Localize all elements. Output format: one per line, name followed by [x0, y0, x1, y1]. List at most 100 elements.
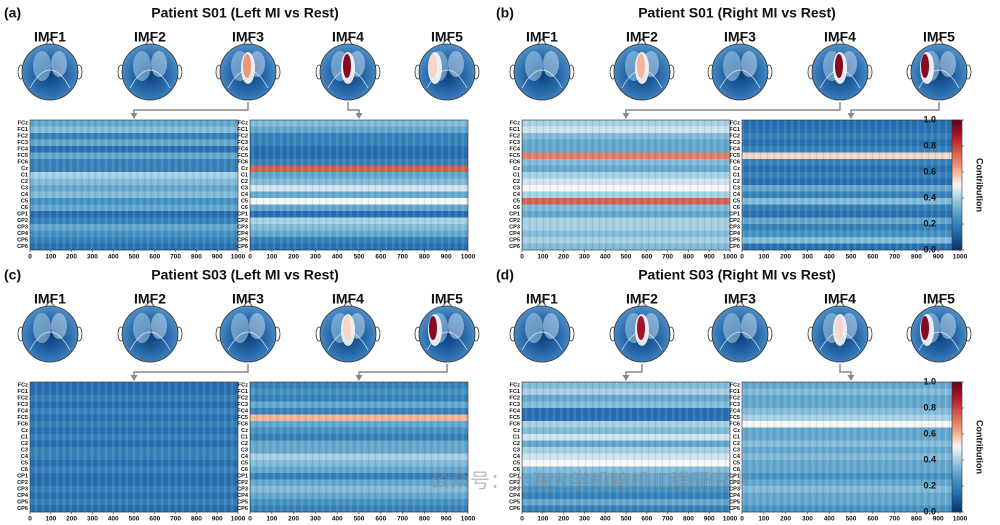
colorbar-cell	[952, 185, 962, 188]
contour	[51, 313, 67, 339]
arrow-head	[355, 375, 363, 381]
x-tick-label: 900	[212, 254, 223, 261]
y-tick-label: C5	[513, 461, 520, 467]
colorbar-cell	[952, 399, 962, 402]
imf-label: IMF1	[34, 29, 66, 45]
x-tick-label: 600	[867, 516, 878, 523]
y-tick-label: FC2	[17, 396, 28, 402]
y-tick-label: CP5	[17, 500, 28, 506]
y-tick-label: FCz	[730, 383, 740, 389]
colorbar-cell	[952, 189, 962, 192]
x-tick-label: 600	[149, 516, 160, 523]
colorbar-cell	[952, 135, 962, 138]
x-tick-label: 500	[846, 516, 857, 523]
x-tick-label: 500	[354, 254, 365, 261]
nose	[636, 300, 648, 308]
colorbar-cell	[952, 462, 962, 465]
y-tick-label: C3	[513, 186, 520, 192]
hot-spot	[429, 54, 437, 78]
topomap	[807, 38, 873, 101]
y-tick-label: CP1	[237, 212, 248, 218]
y-tick-label: CP3	[237, 487, 248, 493]
x-tick-label: 900	[933, 254, 944, 261]
x-tick-label: 800	[419, 254, 430, 261]
topomap	[509, 300, 575, 363]
colorbar-cell	[952, 204, 962, 207]
colorbar-cell	[952, 133, 962, 136]
colorbar-cell	[952, 208, 962, 212]
y-tick-label: C1	[241, 435, 248, 441]
y-tick-label: C1	[733, 435, 740, 441]
contour	[448, 51, 464, 77]
x-tick-label: 200	[288, 516, 299, 523]
colorbar-cell	[952, 434, 962, 437]
nose	[342, 38, 354, 46]
colorbar-cell	[952, 392, 962, 396]
y-tick-label: C6	[733, 467, 740, 473]
contour-line	[426, 331, 468, 351]
x-tick-label: 100	[45, 516, 56, 523]
colorbar-cell	[952, 137, 962, 140]
colorbar-cell	[952, 408, 962, 411]
colorbar-cell	[952, 128, 962, 132]
colorbar-cell	[952, 159, 962, 162]
x-tick-label: 1000	[723, 516, 738, 523]
connector	[625, 102, 841, 116]
x-tick-label: 300	[579, 516, 590, 523]
y-tick-label: C4	[21, 454, 29, 460]
colorbar-cell	[952, 156, 962, 160]
y-tick-label: FC4	[729, 147, 740, 153]
colorbar-tick-label: 0.0	[923, 506, 936, 516]
x-tick-label: 0	[248, 516, 252, 523]
colorbar-cell	[952, 232, 962, 236]
colorbar-tick-label: 0.8	[923, 140, 936, 150]
contour	[151, 51, 167, 77]
y-tick-label: C4	[733, 454, 741, 460]
y-tick-label: FCz	[730, 121, 740, 127]
colorbar-tick-label: 0.4	[923, 454, 936, 464]
y-tick-label: C5	[733, 461, 740, 467]
x-tick-label: 800	[683, 254, 694, 261]
y-tick-label: CP6	[17, 244, 28, 250]
contour-line	[129, 69, 171, 89]
colorbar-cell	[952, 154, 962, 158]
x-tick-label: 300	[802, 254, 813, 261]
y-tick-label: CP4	[17, 493, 29, 499]
topomap	[215, 300, 281, 363]
colorbar-cell	[952, 423, 962, 426]
y-tick-label: C2	[513, 441, 520, 447]
x-tick-label: 900	[704, 254, 715, 261]
colorbar-cell	[952, 243, 962, 246]
colorbar-cell	[952, 483, 962, 487]
nose	[44, 38, 56, 46]
colorbar-cell	[952, 239, 962, 242]
y-tick-label: FC3	[17, 402, 28, 408]
hot-spot	[835, 316, 843, 340]
nose	[441, 38, 453, 46]
arrow-head	[622, 113, 630, 119]
contour-line	[426, 69, 468, 89]
colorbar-cell	[952, 187, 962, 190]
nose	[933, 300, 945, 308]
imf-label: IMF1	[526, 29, 558, 45]
watermark: 公众号：上海大学机脑机工程研究中	[430, 469, 750, 492]
y-tick-label: C6	[21, 205, 28, 211]
y-tick-label: C1	[733, 173, 740, 179]
colorbar-cell	[952, 234, 962, 238]
x-tick-label: 600	[375, 516, 386, 523]
colorbar-cell	[952, 161, 962, 164]
y-tick-label: C3	[733, 448, 740, 454]
contour-line	[719, 331, 761, 351]
y-tick-label: FC3	[17, 140, 28, 146]
y-tick-label: FC5	[17, 153, 28, 159]
colorbar-cell	[952, 401, 962, 404]
y-tick-label: CP1	[509, 474, 520, 480]
heatmap-texture	[522, 120, 730, 250]
colorbar-cell	[952, 468, 962, 472]
x-tick-label: 400	[332, 254, 343, 261]
y-tick-label: Cz	[21, 166, 28, 172]
colorbar-cell	[952, 440, 962, 443]
y-tick-label: CP1	[17, 474, 28, 480]
colorbar-cell	[952, 431, 962, 435]
y-tick-label: CP6	[17, 506, 28, 512]
